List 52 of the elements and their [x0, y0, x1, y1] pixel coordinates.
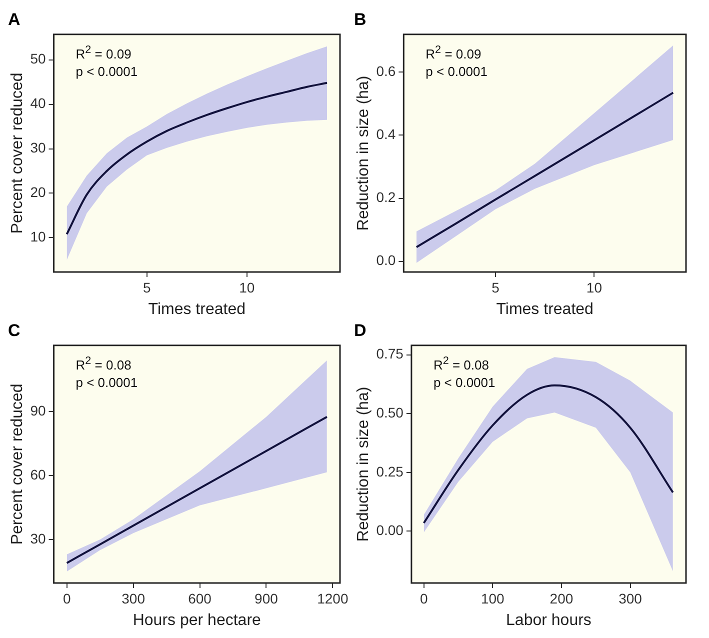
y-tick-label: 90	[30, 402, 46, 418]
x-tick-label: 100	[480, 590, 505, 606]
chart-title: C	[8, 320, 20, 340]
x-tick-label: 0	[62, 590, 71, 606]
chart-title: D	[354, 320, 366, 340]
x-axis-title: Labor hours	[506, 612, 592, 629]
x-tick-label: 200	[550, 590, 574, 606]
x-tick-label: 5	[492, 279, 500, 296]
x-tick-label: 0	[420, 590, 428, 606]
y-tick-label: 60	[30, 466, 46, 482]
x-tick-label: 600	[188, 590, 212, 606]
y-tick-label: 0.2	[376, 189, 396, 206]
y-tick-label: 30	[30, 530, 46, 546]
annotation: p < 0.0001	[426, 62, 488, 80]
y-tick-label: 30	[30, 140, 46, 156]
chart-title: A	[8, 10, 20, 29]
chart-title: B	[354, 10, 366, 29]
y-tick-label: 10	[30, 228, 46, 245]
line-series	[66, 82, 328, 236]
line-series	[66, 416, 328, 564]
x-axis-title: Times treated	[148, 300, 246, 318]
y-axis-title: Reduction in size (ha)	[355, 386, 372, 542]
x-tick-label: 300	[618, 590, 642, 606]
y-tick-label: 0.50	[376, 404, 404, 420]
y-tick-label: 50	[30, 50, 46, 67]
y-axis-title: Reduction in size (ha)	[355, 76, 372, 231]
annotation: R$^{2}$ = 0.08	[433, 354, 490, 374]
x-tick-label: 10	[239, 279, 255, 296]
line-series	[415, 92, 674, 248]
x-tick-label: 5	[142, 279, 151, 296]
x-axis-title: Hours per hectare	[132, 612, 262, 629]
y-tick-label: 40	[30, 95, 46, 112]
x-tick-label: 900	[254, 590, 278, 606]
y-tick-label: 0.6	[376, 63, 396, 80]
annotation: p < 0.0001	[76, 62, 138, 80]
y-tick-label: 20	[30, 184, 46, 200]
y-axis-title: Percent cover reduced	[9, 384, 26, 545]
y-tick-label: 0.4	[376, 126, 396, 142]
x-tick-label: 10	[586, 279, 602, 296]
y-tick-label: 0.00	[376, 522, 404, 538]
annotation: R$^{2}$ = 0.09	[426, 43, 482, 63]
annotation: p < 0.0001	[433, 374, 496, 391]
y-tick-label: 0.75	[376, 346, 404, 362]
annotation: R$^{2}$ = 0.09	[76, 43, 132, 63]
x-axis-title: Times treated	[496, 300, 594, 318]
y-axis-title: Percent cover reduced	[9, 72, 26, 234]
annotation: R$^{2}$ = 0.08	[76, 354, 132, 374]
x-tick-label: 300	[122, 590, 146, 606]
y-tick-label: 0.25	[376, 463, 404, 480]
y-tick-label: 0.0	[376, 252, 396, 268]
annotation: p < 0.0001	[76, 374, 138, 391]
x-tick-label: 1200	[317, 590, 348, 606]
